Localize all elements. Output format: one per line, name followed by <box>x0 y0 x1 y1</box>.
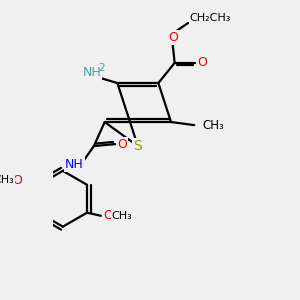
Text: O: O <box>13 174 22 187</box>
Text: O: O <box>117 138 127 151</box>
Text: S: S <box>134 139 142 153</box>
Text: O: O <box>168 31 178 44</box>
Text: 2: 2 <box>99 63 105 73</box>
Text: CH₃: CH₃ <box>112 211 132 221</box>
Text: O: O <box>197 56 207 69</box>
Text: CH₂CH₃: CH₂CH₃ <box>189 13 231 23</box>
Text: CH₃: CH₃ <box>0 175 14 185</box>
Text: NH: NH <box>65 158 84 171</box>
Text: NH: NH <box>82 67 101 80</box>
Text: O: O <box>103 209 113 222</box>
Text: CH₃: CH₃ <box>203 118 224 132</box>
